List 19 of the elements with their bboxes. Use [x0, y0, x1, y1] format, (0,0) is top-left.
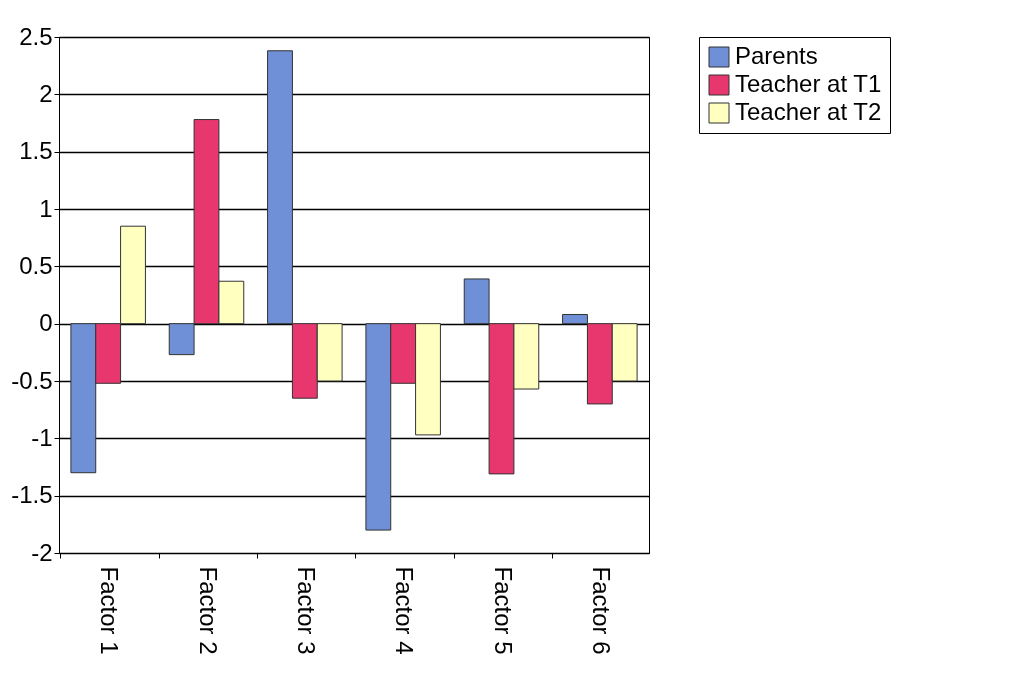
- legend-label: Teacher at T1: [735, 70, 882, 97]
- legend-label: Teacher at T2: [735, 98, 882, 125]
- y-tick-label: -2: [31, 538, 53, 566]
- y-tick-label: -0.5: [11, 366, 53, 394]
- x-tick-label: Factor 4: [391, 566, 419, 655]
- x-tick-label: Factor 5: [489, 566, 517, 655]
- y-tick-label: 0: [39, 309, 53, 337]
- y-tick-label: 1.5: [19, 137, 53, 165]
- y-tick-label: 2.5: [19, 22, 53, 50]
- x-tick-label: Factor 2: [194, 566, 222, 655]
- y-tick-label: 2: [39, 79, 53, 107]
- y-tick-label: -1.5: [11, 481, 53, 509]
- y-tick-label: 0.5: [19, 251, 53, 279]
- y-tick-label: 1: [39, 194, 53, 222]
- legend-label: Parents: [735, 42, 818, 69]
- x-tick-label: Factor 3: [292, 566, 320, 655]
- y-tick-label: -1: [31, 423, 53, 451]
- x-tick-label: Factor 1: [96, 566, 124, 655]
- x-tick-label: Factor 6: [587, 566, 615, 655]
